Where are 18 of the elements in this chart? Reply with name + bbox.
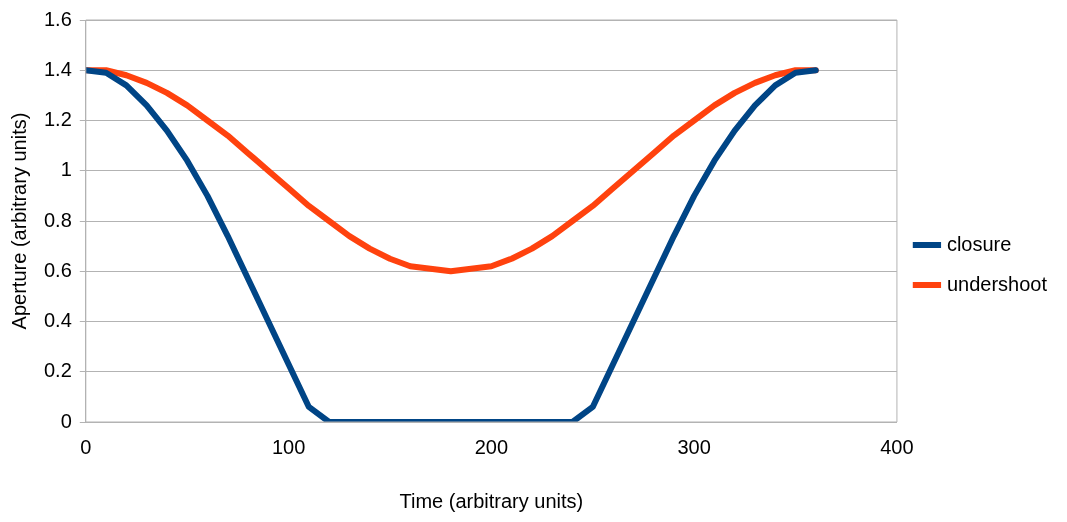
x-tick-label: 300 <box>677 435 711 458</box>
x-tick-label: 200 <box>474 435 509 458</box>
x-tick-label: 400 <box>880 435 914 458</box>
x-axis-title: Time (arbitrary units) <box>399 489 584 512</box>
y-tick-label: 1 <box>60 158 72 181</box>
y-tick-label: 0.6 <box>43 258 72 281</box>
y-tick-label: 1.2 <box>43 108 72 131</box>
y-tick-label: 0.8 <box>43 208 72 231</box>
x-tick-label: 100 <box>271 435 306 458</box>
legend-label: closure <box>946 232 1012 255</box>
y-tick-label: 1.6 <box>43 7 72 30</box>
y-tick-label: 0.4 <box>43 309 72 332</box>
y-axis-title: Aperture (arbitrary units) <box>7 112 30 330</box>
y-tick-label: 0 <box>60 409 72 432</box>
y-tick-label: 0.2 <box>43 359 72 382</box>
y-tick-label: 1.4 <box>43 57 72 80</box>
legend-label: undershoot <box>946 272 1048 295</box>
x-tick-label: 0 <box>80 435 92 458</box>
